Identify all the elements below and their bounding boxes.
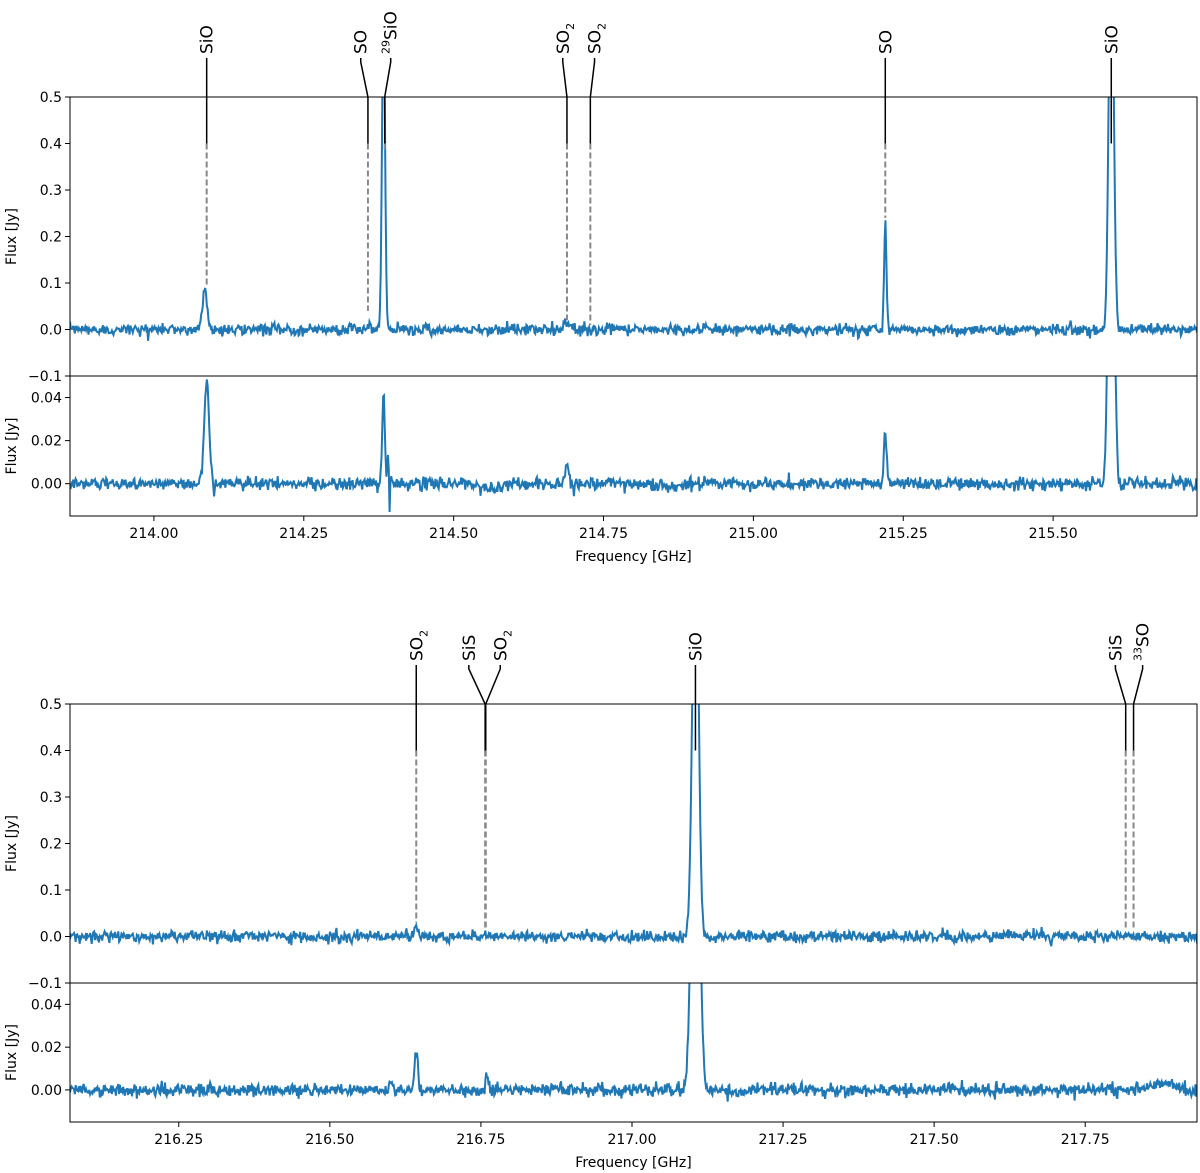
- spectrum-series-lower: [70, 983, 1197, 1102]
- line-id-label: SO: [876, 30, 896, 54]
- xtick-label: 214.25: [279, 526, 328, 542]
- ytick-label-upper: 0.4: [40, 744, 62, 760]
- line-id-connector: [485, 665, 502, 751]
- x-axis-label: Frequency [GHz]: [575, 1155, 691, 1171]
- ytick-label-lower: 0.02: [31, 1040, 62, 1056]
- y-axis-label-lower: Flux [Jy]: [4, 1024, 20, 1081]
- line-id-connector: [589, 58, 596, 144]
- line-id-main: SO: [586, 30, 606, 54]
- line-id-connector: [383, 58, 392, 144]
- xtick-label: 214.00: [129, 526, 178, 542]
- line-id-label: SO2: [586, 23, 609, 54]
- ytick-label-upper: 0.5: [40, 697, 62, 713]
- line-id-label: SO2: [407, 630, 430, 661]
- line-id-main: SiO: [1102, 25, 1122, 54]
- ytick-label-upper: 0.4: [40, 137, 62, 153]
- line-id-main: SiO: [686, 632, 706, 661]
- line-id-main: SiS: [460, 635, 480, 661]
- line-id-sub: 2: [417, 630, 430, 637]
- ytick-label-upper: 0.2: [40, 230, 62, 246]
- spectrum-series-upper: [70, 97, 1197, 341]
- ytick-label-lower: 0.02: [31, 434, 62, 450]
- line-id-connector: [359, 58, 369, 144]
- y-axis-label-lower: Flux [Jy]: [4, 418, 20, 475]
- xtick-label: 214.50: [429, 526, 478, 542]
- ytick-label-upper: 0.1: [40, 883, 62, 899]
- line-id-label: 29SiO: [380, 11, 402, 54]
- axes-frame-lower: [69, 375, 1198, 517]
- ytick-label-lower: 0.04: [31, 391, 62, 407]
- xtick-label: 217.75: [1061, 1132, 1110, 1148]
- line-id-label: SiO: [198, 25, 218, 54]
- axes-frame-upper: [69, 96, 1198, 377]
- line-id-sub: 2: [564, 23, 577, 30]
- ytick-label-upper: 0.3: [40, 183, 62, 199]
- xtick-label: 215.25: [879, 526, 928, 542]
- line-id-label: SiO: [1102, 25, 1122, 54]
- line-id-main: SO: [1134, 623, 1154, 647]
- xtick-label: 217.50: [910, 1132, 959, 1148]
- xtick-label: 214.75: [579, 526, 628, 542]
- line-id-sup: 33: [1132, 647, 1145, 661]
- ytick-label-upper: −0.1: [28, 369, 62, 385]
- xtick-label: 216.50: [305, 1132, 354, 1148]
- ytick-label-lower: 0.00: [31, 477, 62, 493]
- y-axis-label-upper: Flux [Jy]: [4, 208, 20, 265]
- line-id-sub: 2: [596, 23, 609, 30]
- line-id-connector: [1114, 665, 1127, 751]
- line-id-main: SO: [876, 30, 896, 54]
- axes-frame-lower: [69, 982, 1198, 1123]
- xtick-label: 217.00: [607, 1132, 656, 1148]
- line-id-connector: [468, 665, 486, 751]
- spectrum-series-upper: [70, 704, 1197, 947]
- line-id-connector: [562, 58, 568, 144]
- ytick-label-upper: 0.2: [40, 837, 62, 853]
- line-id-main: SO: [491, 637, 511, 661]
- line-id-label: SO2: [491, 630, 514, 661]
- line-id-label: SO2: [554, 23, 577, 54]
- ytick-label-upper: −0.1: [28, 976, 62, 992]
- line-id-main: SO: [352, 30, 372, 54]
- line-id-label: SiS: [460, 635, 480, 661]
- line-id-sub: 2: [501, 630, 514, 637]
- xtick-label: 216.25: [154, 1132, 203, 1148]
- line-id-sup: 29: [380, 40, 393, 54]
- line-id-main: SiS: [1106, 635, 1126, 661]
- line-id-main: SO: [407, 637, 427, 661]
- x-axis-label: Frequency [GHz]: [575, 549, 691, 565]
- xtick-label: 215.00: [729, 526, 778, 542]
- ytick-label-upper: 0.0: [40, 930, 62, 946]
- y-axis-label-upper: Flux [Jy]: [4, 815, 20, 872]
- xtick-label: 216.75: [456, 1132, 505, 1148]
- line-id-main: SiO: [198, 25, 218, 54]
- line-id-connector: [1132, 665, 1144, 751]
- xtick-label: 217.25: [759, 1132, 808, 1148]
- line-id-label: SiS: [1106, 635, 1126, 661]
- ytick-label-upper: 0.3: [40, 790, 62, 806]
- ytick-label-upper: 0.0: [40, 323, 62, 339]
- ytick-label-lower: 0.00: [31, 1083, 62, 1099]
- xtick-label: 215.50: [1029, 526, 1078, 542]
- line-id-main: SiO: [382, 11, 402, 40]
- ytick-label-lower: 0.04: [31, 997, 62, 1013]
- line-id-label: SO: [352, 30, 372, 54]
- ytick-label-upper: 0.1: [40, 276, 62, 292]
- line-id-label: 33SO: [1132, 623, 1154, 661]
- panel-bottom: −0.1 0.0 0.1 0.2 0.3 0.4 0.5 0.00 0.02 0.04 216.25…: [4, 623, 1198, 1171]
- ytick-label-upper: 0.5: [40, 90, 62, 106]
- panel-top: −0.1 0.0 0.1 0.2 0.3 0.4 0.5 0.00 0.02 0.04 214.00…: [4, 11, 1198, 565]
- spectrum-series-lower: [70, 376, 1197, 513]
- line-id-label: SiO: [686, 632, 706, 661]
- line-id-main: SO: [554, 30, 574, 54]
